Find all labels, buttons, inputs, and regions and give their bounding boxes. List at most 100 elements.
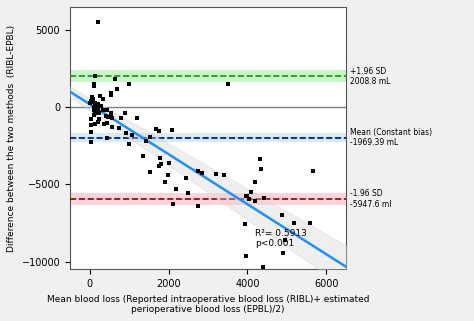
Point xyxy=(86,101,94,106)
Point xyxy=(252,180,259,185)
Point xyxy=(87,99,95,104)
Point xyxy=(95,116,103,121)
Point xyxy=(184,191,191,196)
Point xyxy=(146,135,154,140)
Point xyxy=(113,87,121,92)
Point xyxy=(94,119,102,124)
Point xyxy=(95,110,102,115)
Point xyxy=(241,222,248,227)
Point xyxy=(122,131,130,136)
Text: R²= 0.5913
p<0.001: R²= 0.5913 p<0.001 xyxy=(255,229,307,248)
Point xyxy=(107,110,115,115)
Point xyxy=(91,83,98,88)
Point xyxy=(94,105,101,110)
Point xyxy=(94,20,101,25)
Point xyxy=(87,116,95,121)
Point xyxy=(103,108,111,113)
Point xyxy=(306,221,314,226)
Point xyxy=(199,170,206,176)
Text: -1.96 SD
-5947.6 ml: -1.96 SD -5947.6 ml xyxy=(350,189,392,209)
Point xyxy=(97,103,105,108)
Bar xyxy=(70,133,346,142)
Point xyxy=(97,94,104,99)
Point xyxy=(89,100,97,105)
Point xyxy=(125,141,133,146)
Point xyxy=(94,102,101,107)
Point xyxy=(194,204,202,209)
Point xyxy=(90,82,98,87)
Point xyxy=(90,105,98,110)
Point xyxy=(91,111,99,116)
Point xyxy=(100,108,107,113)
Point xyxy=(108,92,115,97)
Bar xyxy=(70,193,346,205)
Point xyxy=(117,115,125,120)
Bar xyxy=(70,70,346,82)
Point xyxy=(281,238,289,243)
Point xyxy=(88,98,96,103)
Point xyxy=(88,123,95,128)
Point xyxy=(243,194,250,199)
Point xyxy=(146,169,154,174)
Point xyxy=(108,125,116,130)
Point xyxy=(156,156,164,161)
Point xyxy=(139,154,147,159)
Point xyxy=(91,100,99,105)
Point xyxy=(91,112,98,117)
Point xyxy=(88,95,96,100)
Point xyxy=(108,114,115,119)
Point xyxy=(93,105,100,110)
Point xyxy=(224,82,231,87)
Point xyxy=(94,109,102,115)
Y-axis label: Difference between the two methods  (RIBL-EPBL): Difference between the two methods (RIBL… xyxy=(7,25,16,252)
Point xyxy=(182,176,190,181)
Point xyxy=(143,138,150,143)
Point xyxy=(90,97,97,102)
Point xyxy=(91,108,98,113)
Point xyxy=(103,136,110,141)
Point xyxy=(173,186,180,191)
Point xyxy=(291,220,298,225)
Point xyxy=(91,122,98,127)
Point xyxy=(161,179,169,185)
Point xyxy=(152,126,160,132)
Point xyxy=(164,173,172,178)
Point xyxy=(243,193,251,198)
Point xyxy=(212,171,219,177)
Point xyxy=(102,113,109,118)
Point xyxy=(257,166,265,171)
Point xyxy=(100,122,108,127)
Text: Mean (Constant bias)
-1969.39 mL: Mean (Constant bias) -1969.39 mL xyxy=(350,128,432,147)
Point xyxy=(260,196,268,201)
Text: +1.96 SD
2008.8 mL: +1.96 SD 2008.8 mL xyxy=(350,66,390,86)
Point xyxy=(165,160,173,165)
Point xyxy=(278,213,285,218)
Point xyxy=(111,76,119,82)
Point xyxy=(220,173,228,178)
Point xyxy=(155,163,163,168)
Point xyxy=(246,197,253,202)
Point xyxy=(91,73,99,78)
Point xyxy=(134,116,141,121)
Point xyxy=(103,121,111,126)
Point xyxy=(157,161,164,166)
Point xyxy=(259,265,267,270)
Point xyxy=(99,96,107,101)
Point xyxy=(108,116,116,121)
Point xyxy=(108,90,115,95)
Point xyxy=(194,169,202,174)
Point xyxy=(247,190,255,195)
Point xyxy=(115,125,123,130)
Point xyxy=(309,169,317,174)
Point xyxy=(105,114,112,119)
Point xyxy=(121,110,129,116)
Point xyxy=(252,198,259,203)
Point xyxy=(87,139,95,144)
X-axis label: Mean blood loss (Reported intraoperative blood loss (RIBL)+ estimated
perioperat: Mean blood loss (Reported intraoperative… xyxy=(47,295,369,314)
Point xyxy=(256,157,264,162)
Point xyxy=(280,251,287,256)
Point xyxy=(169,127,176,132)
Point xyxy=(155,128,163,134)
Point xyxy=(125,82,133,87)
Point xyxy=(128,133,136,138)
